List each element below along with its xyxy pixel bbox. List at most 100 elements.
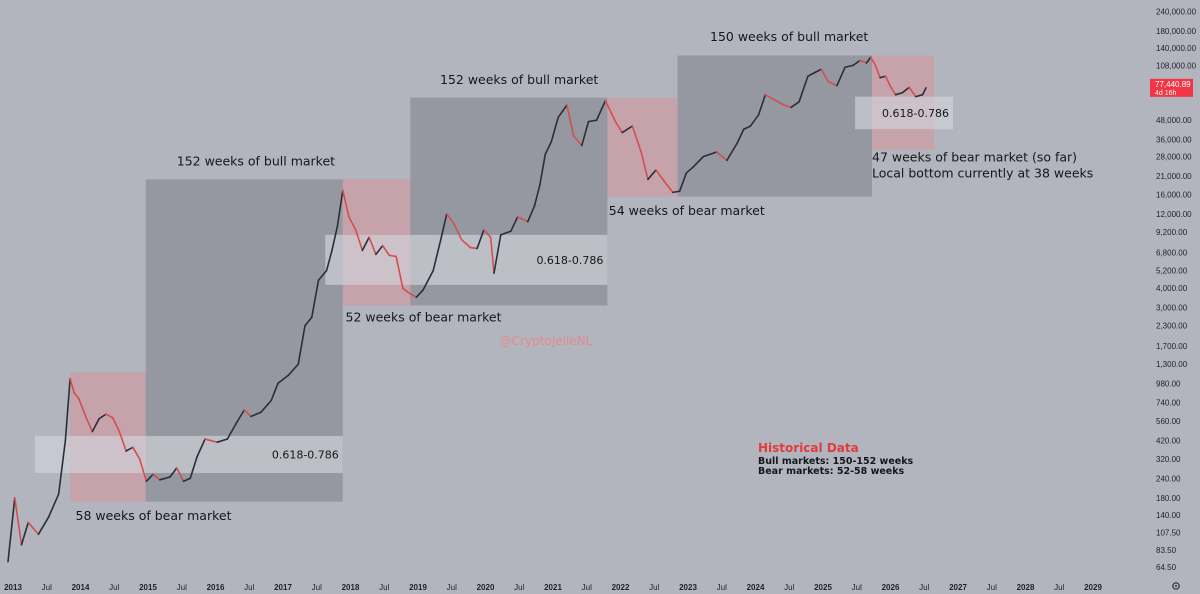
y-tick-label-15: 3,000.00 [1156, 304, 1188, 313]
price-segment-7 [57, 439, 67, 495]
y-tick-label-19: 980.00 [1156, 379, 1181, 388]
price-segment-29 [204, 438, 212, 442]
settings-gear-icon[interactable] [1172, 582, 1180, 590]
price-segment-101 [749, 113, 760, 127]
price-segment-65 [469, 246, 478, 250]
y-tick-label-16: 2,300.00 [1156, 322, 1188, 331]
price-segment-97 [715, 151, 728, 162]
time-axis[interactable]: 2013 Jul 2014 Jul 2015 Jul 2016 Jul 2017 Jul 2018 J… [4, 583, 1102, 592]
price-segment-69 [493, 234, 502, 274]
price-segment-90 [655, 169, 665, 182]
price-segment-5 [37, 516, 50, 536]
bull-market-region-5 [677, 55, 872, 197]
price-segment-30 [209, 439, 219, 443]
price-segment-24 [169, 467, 178, 478]
price-segment-94 [685, 166, 694, 174]
price-segment-79 [566, 104, 575, 137]
price-segment-18 [125, 446, 134, 452]
y-tick-label-6: 36,000.00 [1156, 136, 1192, 145]
fib-zone-label-2: 0.618-0.786 [882, 107, 949, 120]
price-segment-118 [874, 64, 881, 79]
price-segment-123 [901, 86, 910, 94]
x-tick-label-16: 2021 [544, 583, 562, 592]
annotation-7: Local bottom currently at 38 weeks [872, 166, 1093, 181]
historical-bull: Bull markets: 150-152 weeks [758, 456, 914, 467]
x-tick-label-23: Jul [784, 583, 794, 592]
x-tick-label-27: Jul [919, 583, 929, 592]
x-tick-label-0: 2013 [4, 583, 22, 592]
price-segment-71 [510, 215, 519, 232]
price-segment-105 [783, 104, 792, 109]
annotation-4: 54 weeks of bear market [609, 203, 765, 218]
price-segment-28 [196, 438, 206, 458]
y-tick-label-0: 240,000.00 [1156, 7, 1197, 16]
price-segment-19 [132, 446, 141, 460]
x-tick-label-20: 2023 [679, 583, 697, 592]
y-tick-label-18: 1,300.00 [1156, 360, 1188, 369]
y-tick-label-7: 28,000.00 [1156, 153, 1192, 162]
price-segment-23 [159, 476, 171, 481]
watermark: @CryptoJelleNL [500, 334, 593, 348]
price-segment-40 [297, 324, 306, 365]
x-tick-label-30: 2028 [1017, 583, 1035, 592]
x-tick-label-31: Jul [1054, 583, 1064, 592]
price-segment-95 [692, 155, 705, 168]
price-segment-14 [98, 413, 107, 420]
price-segment-98 [726, 142, 738, 162]
price-segment-41 [304, 316, 313, 327]
price-segment-72 [516, 215, 529, 223]
y-tick-label-22: 420.00 [1156, 437, 1181, 446]
price-segment-42 [310, 279, 320, 319]
x-tick-label-14: 2020 [477, 583, 495, 592]
price-segment-75 [539, 153, 547, 186]
y-tick-label-5: 48,000.00 [1156, 116, 1192, 125]
price-segment-53 [381, 244, 391, 257]
y-tick-label-20: 740.00 [1156, 398, 1181, 407]
price-segment-34 [243, 409, 252, 418]
price-segment-8 [64, 377, 71, 442]
x-tick-label-12: 2019 [409, 583, 427, 592]
x-tick-label-7: Jul [244, 583, 254, 592]
price-segment-120 [884, 75, 892, 89]
price-segment-26 [182, 477, 192, 483]
price-segment-66 [476, 228, 485, 250]
price-segment-86 [621, 125, 634, 134]
y-tick-label-23: 320.00 [1156, 455, 1181, 464]
x-tick-label-10: 2018 [342, 583, 360, 592]
price-segment-82 [587, 119, 598, 123]
y-tick-label-10: 12,000.00 [1156, 210, 1192, 219]
price-segment-76 [544, 140, 553, 156]
price-segment-108 [807, 71, 816, 78]
annotation-0: 58 weeks of bear market [76, 508, 232, 523]
y-tick-label-1: 180,000.00 [1156, 27, 1197, 36]
price-segment-12 [84, 415, 94, 433]
x-tick-label-18: 2022 [612, 583, 630, 592]
price-segment-27 [189, 456, 198, 480]
x-tick-label-6: 2016 [207, 583, 225, 592]
price-segment-126 [921, 87, 927, 96]
price-segment-6 [47, 493, 60, 519]
price-segment-17 [118, 430, 127, 452]
price-segment-59 [422, 269, 435, 291]
price-segment-107 [798, 75, 809, 103]
price-segment-111 [827, 80, 838, 87]
price-segment-55 [395, 255, 404, 289]
x-tick-label-17: Jul [582, 583, 592, 592]
price-segment-50 [361, 236, 370, 252]
current-price-tag: 77,440.89 4d 16h [1150, 78, 1193, 97]
price-segment-104 [773, 98, 786, 106]
x-tick-label-29: Jul [987, 583, 997, 592]
price-segment-46 [336, 189, 344, 228]
price-segment-84 [604, 99, 617, 123]
price-segment-73 [526, 205, 536, 223]
y-tick-label-12: 6,800.00 [1156, 248, 1188, 257]
y-tick-label-2: 140,000.00 [1156, 44, 1197, 53]
y-tick-label-14: 4,000.00 [1156, 284, 1188, 293]
y-tick-label-17: 1,700.00 [1156, 342, 1188, 351]
annotation-2: 52 weeks of bear market [346, 309, 502, 324]
annotation-6: 47 weeks of bear market (so far) [872, 150, 1077, 165]
price-segment-2 [13, 497, 23, 546]
price-axis[interactable]: 240,000.00 180,000.00 140,000.00 108,000.00… [1156, 7, 1197, 572]
price-segment-9 [69, 377, 75, 394]
price-segment-100 [742, 125, 752, 131]
